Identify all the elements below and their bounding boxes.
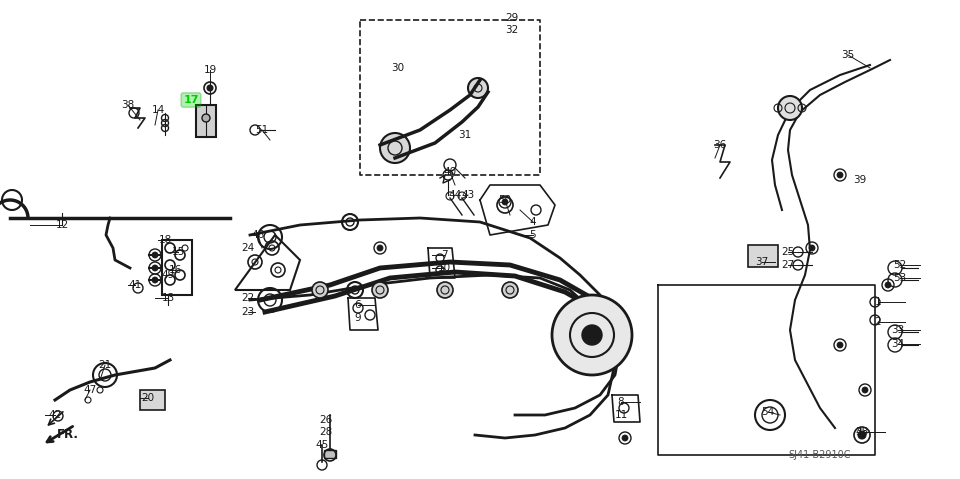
Text: 51: 51 <box>255 125 269 135</box>
Text: 23: 23 <box>241 307 254 317</box>
Text: 31: 31 <box>458 130 471 140</box>
Text: 6: 6 <box>354 300 361 310</box>
Circle shape <box>437 282 453 298</box>
Text: 40: 40 <box>444 167 457 177</box>
Text: 32: 32 <box>505 25 518 35</box>
Circle shape <box>837 172 843 178</box>
Text: 34: 34 <box>892 339 904 349</box>
Circle shape <box>202 114 210 122</box>
Circle shape <box>552 295 632 375</box>
Text: 42: 42 <box>48 410 61 420</box>
Text: 17: 17 <box>183 95 199 105</box>
Circle shape <box>502 282 518 298</box>
Bar <box>196 105 216 137</box>
Circle shape <box>885 282 891 288</box>
Text: 5: 5 <box>530 230 537 240</box>
Text: 33: 33 <box>892 325 904 335</box>
Text: 13: 13 <box>161 293 175 303</box>
Text: 12: 12 <box>56 220 68 230</box>
Text: 2: 2 <box>875 317 881 327</box>
Text: 11: 11 <box>614 410 628 420</box>
Text: 27: 27 <box>781 260 795 270</box>
Text: 9: 9 <box>354 313 361 323</box>
Text: 22: 22 <box>241 293 254 303</box>
Text: 53: 53 <box>894 273 906 283</box>
Circle shape <box>152 277 158 283</box>
Circle shape <box>837 342 843 348</box>
Text: 29: 29 <box>505 13 518 23</box>
Text: 15: 15 <box>172 247 184 257</box>
Text: 36: 36 <box>713 140 727 150</box>
Text: 38: 38 <box>121 100 134 110</box>
Bar <box>324 450 336 458</box>
Text: 8: 8 <box>617 397 624 407</box>
Text: 25: 25 <box>781 247 795 257</box>
Text: 39: 39 <box>853 175 867 185</box>
Text: SJ41-B2910C: SJ41-B2910C <box>789 450 852 460</box>
Circle shape <box>312 282 328 298</box>
Text: 18: 18 <box>158 235 172 245</box>
Text: FR.: FR. <box>57 429 79 442</box>
Circle shape <box>809 245 815 251</box>
Text: 52: 52 <box>894 260 906 270</box>
Text: 46: 46 <box>252 230 265 240</box>
Text: 14: 14 <box>152 105 164 115</box>
Circle shape <box>372 282 388 298</box>
Circle shape <box>778 96 802 120</box>
Circle shape <box>502 199 508 205</box>
Text: 48: 48 <box>855 427 869 437</box>
Text: 37: 37 <box>756 257 769 267</box>
Bar <box>748 245 778 267</box>
Text: 4: 4 <box>530 217 537 227</box>
Text: 20: 20 <box>141 393 155 403</box>
Text: 49: 49 <box>161 270 175 280</box>
Text: 43: 43 <box>462 190 474 200</box>
Text: 19: 19 <box>204 65 217 75</box>
Circle shape <box>380 133 410 163</box>
Text: 35: 35 <box>841 50 854 60</box>
Text: 10: 10 <box>438 263 450 273</box>
Circle shape <box>207 85 213 91</box>
Text: 7: 7 <box>441 250 447 260</box>
Text: 3: 3 <box>854 427 861 437</box>
Text: 44: 44 <box>448 190 462 200</box>
Circle shape <box>468 78 488 98</box>
Text: 45: 45 <box>316 440 328 450</box>
Text: 24: 24 <box>241 243 254 253</box>
Text: 50: 50 <box>498 195 512 205</box>
Text: 54: 54 <box>761 407 775 417</box>
Bar <box>140 390 165 410</box>
Text: 26: 26 <box>320 415 332 425</box>
Text: 47: 47 <box>84 385 97 395</box>
Circle shape <box>622 435 628 441</box>
Circle shape <box>862 387 868 393</box>
Text: 1: 1 <box>875 297 881 307</box>
Text: 28: 28 <box>320 427 332 437</box>
Circle shape <box>377 245 383 251</box>
Text: 30: 30 <box>392 63 404 73</box>
Text: 21: 21 <box>98 360 111 370</box>
Circle shape <box>152 252 158 258</box>
Text: 41: 41 <box>129 280 142 290</box>
Circle shape <box>152 265 158 271</box>
Text: 16: 16 <box>168 265 181 275</box>
Circle shape <box>858 431 866 439</box>
Circle shape <box>582 325 602 345</box>
